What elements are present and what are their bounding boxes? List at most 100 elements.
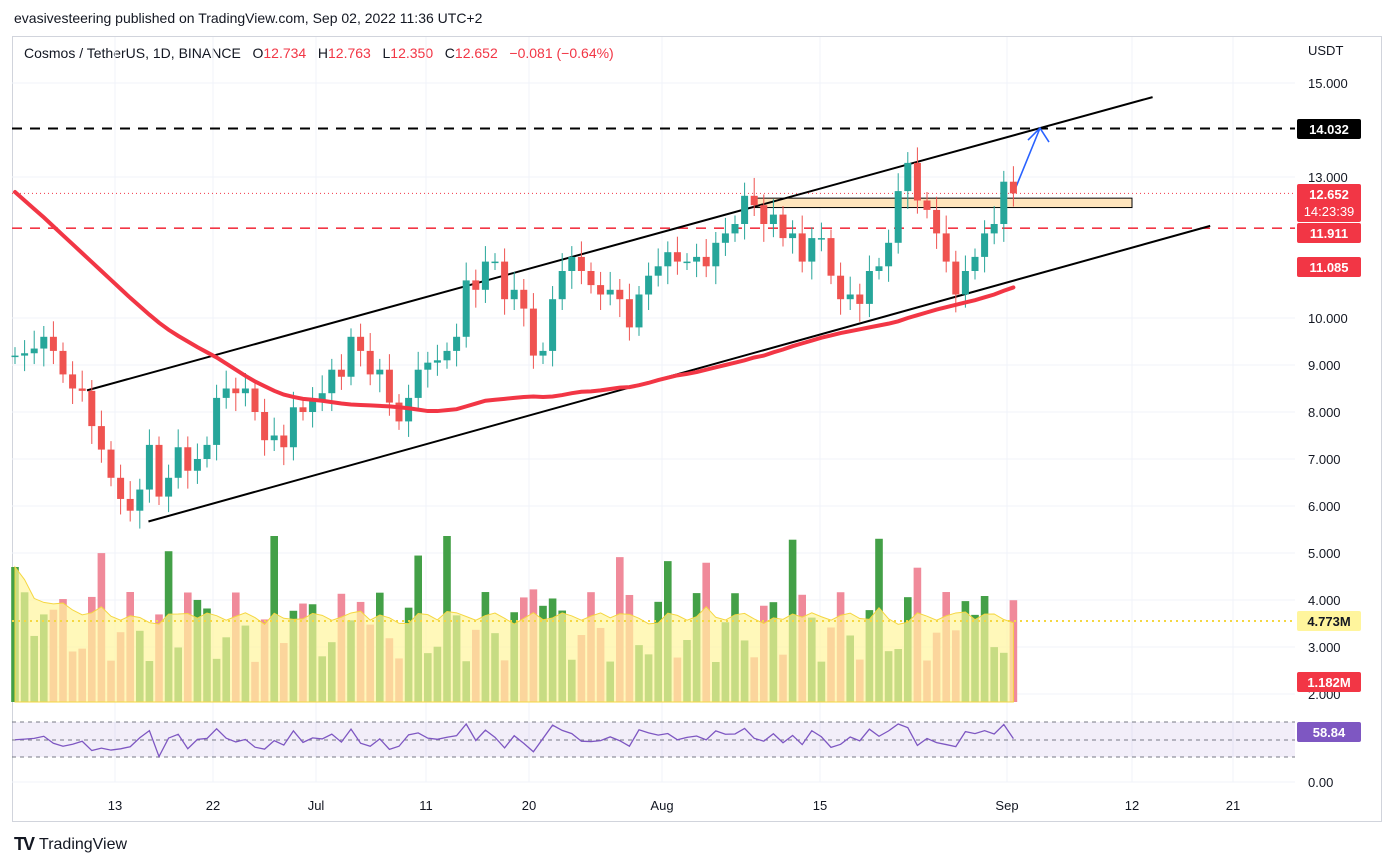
price-tick: 7.000 bbox=[1308, 452, 1341, 467]
candle-body bbox=[913, 162, 921, 201]
candle-body bbox=[549, 299, 557, 351]
candle-body bbox=[827, 238, 835, 276]
low-label: L bbox=[382, 45, 391, 61]
candle-body bbox=[683, 261, 691, 264]
vol-ma-label-text: 4.773M bbox=[1307, 614, 1350, 629]
chart-frame bbox=[12, 36, 1382, 822]
candle-body bbox=[741, 195, 749, 224]
candle-body bbox=[885, 242, 893, 267]
close-label: C bbox=[444, 45, 455, 61]
rsi-line bbox=[14, 722, 1014, 759]
publisher-caption: evasivesteering published on TradingView… bbox=[14, 10, 483, 26]
tradingview-wordmark: TradingView bbox=[39, 835, 128, 853]
candle-body bbox=[616, 289, 624, 300]
projection-arrow bbox=[1012, 126, 1050, 194]
candle-body bbox=[587, 271, 595, 286]
candle-body bbox=[241, 388, 249, 394]
candle-body bbox=[731, 224, 739, 234]
price-tick: 10.000 bbox=[1308, 311, 1348, 326]
candle-body bbox=[376, 369, 384, 375]
candle-body bbox=[875, 266, 883, 271]
rsi-pane bbox=[12, 721, 1295, 759]
channel-upper bbox=[86, 96, 1153, 392]
candle-body bbox=[635, 294, 643, 328]
candle-body bbox=[597, 285, 605, 295]
resistance-price-label bbox=[1297, 119, 1361, 139]
ma-line bbox=[13, 190, 1016, 414]
candle-body bbox=[961, 271, 969, 295]
support-price-label bbox=[1297, 223, 1361, 243]
candle-body bbox=[347, 336, 355, 377]
axis-unit: USDT bbox=[1308, 43, 1343, 58]
candle-body bbox=[645, 275, 653, 295]
candle-body bbox=[155, 444, 163, 497]
candle-body bbox=[309, 400, 317, 412]
tradingview-brand: TV TradingView bbox=[14, 834, 127, 855]
candle-body bbox=[568, 256, 576, 271]
candle-body bbox=[472, 280, 480, 290]
candle-body bbox=[481, 261, 489, 290]
candle-body bbox=[136, 489, 144, 511]
volume-ma-area bbox=[14, 565, 1014, 703]
ma-price-label-text: 11.085 bbox=[1309, 260, 1348, 275]
candle-body bbox=[251, 388, 259, 412]
candle-body bbox=[501, 261, 509, 300]
candle-body bbox=[952, 261, 960, 295]
candle-body bbox=[261, 412, 269, 441]
candle-body bbox=[750, 195, 758, 206]
candle-body bbox=[443, 350, 451, 361]
candle-body bbox=[760, 205, 768, 224]
candle-body bbox=[165, 477, 173, 497]
supply-zone bbox=[753, 197, 1133, 209]
candle-body bbox=[894, 191, 902, 243]
candle-body bbox=[280, 435, 288, 448]
candle-body bbox=[520, 289, 528, 309]
price-tick: 5.000 bbox=[1308, 546, 1341, 561]
open-value: 12.734 bbox=[263, 45, 307, 61]
time-tick: 11 bbox=[419, 798, 433, 813]
candle-body bbox=[462, 280, 470, 337]
candle-body bbox=[789, 233, 797, 239]
last-price-label-countdown: 14:23:39 bbox=[1304, 204, 1355, 219]
candle-body bbox=[539, 350, 547, 356]
candle-body bbox=[289, 407, 297, 448]
candle-body bbox=[769, 214, 777, 224]
candle-body bbox=[299, 407, 307, 412]
vol-ma-label bbox=[1297, 611, 1361, 631]
time-tick: Sep bbox=[995, 798, 1018, 813]
candle-body bbox=[654, 266, 662, 276]
candle-body bbox=[702, 256, 710, 267]
candle-body bbox=[673, 252, 681, 262]
price-tick: 3.000 bbox=[1308, 640, 1341, 655]
candle-body bbox=[933, 209, 941, 234]
candle-body bbox=[126, 498, 134, 511]
candle-body bbox=[270, 435, 278, 441]
high-value: 12.763 bbox=[328, 45, 371, 61]
candle-body bbox=[577, 256, 585, 271]
time-axis: 13 22 Jul 11 20 Aug 15 Sep 12 21 bbox=[108, 798, 1240, 813]
price-tick: 6.000 bbox=[1308, 499, 1341, 514]
candle-body bbox=[184, 447, 192, 471]
candle-body bbox=[625, 299, 633, 328]
candle-body bbox=[357, 336, 365, 351]
candle-body bbox=[59, 350, 67, 375]
high-label: H bbox=[317, 45, 328, 61]
candle-body bbox=[923, 200, 931, 210]
candle-body bbox=[232, 388, 240, 394]
time-tick: 22 bbox=[206, 798, 220, 813]
candle-body bbox=[424, 362, 432, 370]
time-tick: 21 bbox=[1226, 798, 1240, 813]
candle-body bbox=[395, 402, 403, 422]
candle-body bbox=[78, 388, 86, 391]
price-tick: 15.000 bbox=[1308, 76, 1348, 91]
candle-body bbox=[990, 224, 998, 234]
time-tick: 15 bbox=[813, 798, 827, 813]
symbol-legend: Cosmos / TetherUS, 1D, BINANCE O12.734 H… bbox=[24, 45, 614, 61]
last-price-label bbox=[1297, 184, 1361, 222]
candle-body bbox=[510, 289, 518, 300]
time-tick: Aug bbox=[650, 798, 673, 813]
candle-body bbox=[414, 369, 422, 398]
candle-body bbox=[193, 459, 201, 471]
candle-body bbox=[693, 256, 701, 262]
